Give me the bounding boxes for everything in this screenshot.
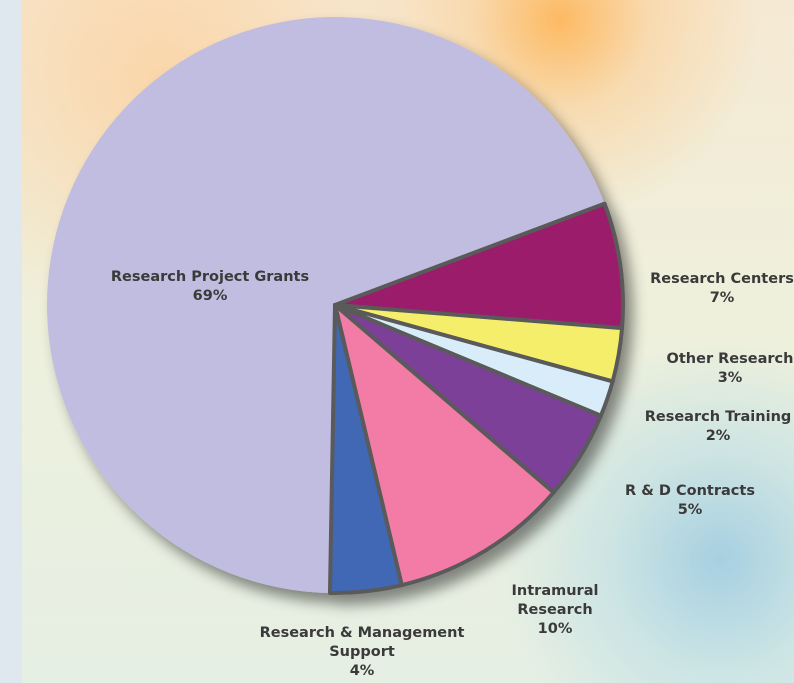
percent-label: 10%	[537, 621, 573, 637]
slice	[333, 201, 625, 331]
slice	[46, 16, 605, 593]
slice-label: Research Project Grants 69%	[80, 268, 340, 306]
slice-label: Intramural Research 10%	[505, 582, 605, 639]
slice	[327, 303, 404, 595]
slice	[333, 303, 556, 588]
slice-label: R & D Contracts 5%	[610, 482, 770, 520]
slices	[46, 16, 625, 595]
category-name: Research Project Grants	[110, 269, 310, 285]
slice-label: Other Research 3%	[650, 350, 794, 388]
category-name: Intramural Research	[511, 583, 599, 618]
percent-label: 3%	[717, 370, 743, 386]
percent-label: 7%	[709, 290, 735, 306]
percent-label: 69%	[192, 288, 228, 304]
category-name: Research & Management Support	[259, 625, 465, 660]
percent-label: 4%	[349, 663, 375, 679]
category-name: Research Centers	[650, 271, 794, 287]
slice-label: Research & Management Support 4%	[245, 624, 480, 681]
side-panel	[0, 0, 22, 683]
percent-label: 5%	[677, 502, 703, 518]
slice-label: Research Training 2%	[633, 408, 794, 446]
category-name: Research Training	[644, 409, 792, 425]
category-name: Other Research	[666, 351, 794, 367]
category-name: R & D Contracts	[625, 483, 755, 499]
slice-label: Research Centers 7%	[642, 270, 794, 308]
percent-label: 2%	[705, 428, 731, 444]
